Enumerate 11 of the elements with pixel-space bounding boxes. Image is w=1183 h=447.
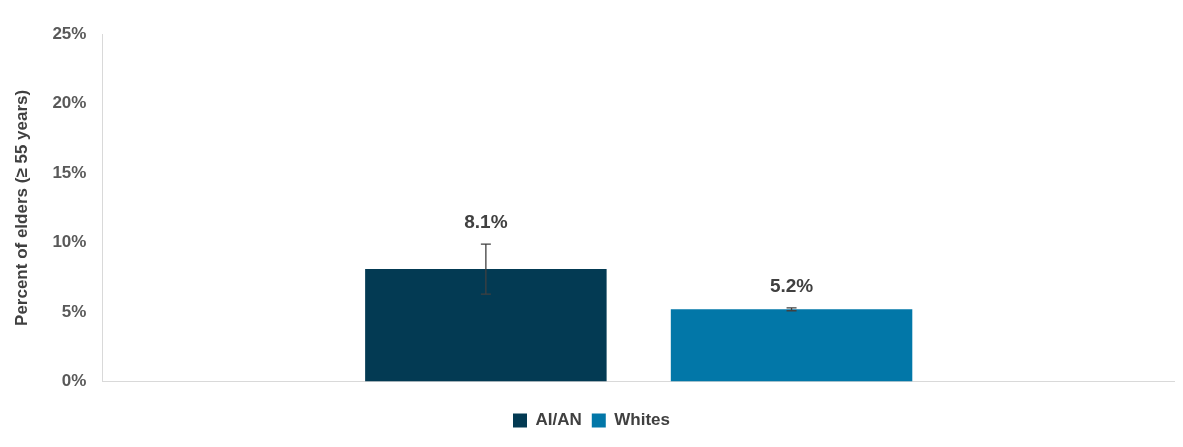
y-tick-label: 0% [61, 371, 87, 391]
y-tick-label: 20% [52, 93, 87, 113]
y-tick-label: 5% [61, 301, 87, 321]
y-tick-label: 25% [52, 23, 87, 43]
data-label: 8.1% [464, 210, 508, 232]
legend-label: Whites [614, 410, 671, 430]
legend-label: AI/AN [535, 410, 582, 430]
y-tick-label: 15% [52, 162, 87, 182]
y-axis-title: Percent of elders (≥ 55 years) [11, 89, 31, 326]
y-tick-label: 10% [52, 232, 87, 252]
data-label: 5.2% [769, 274, 814, 296]
